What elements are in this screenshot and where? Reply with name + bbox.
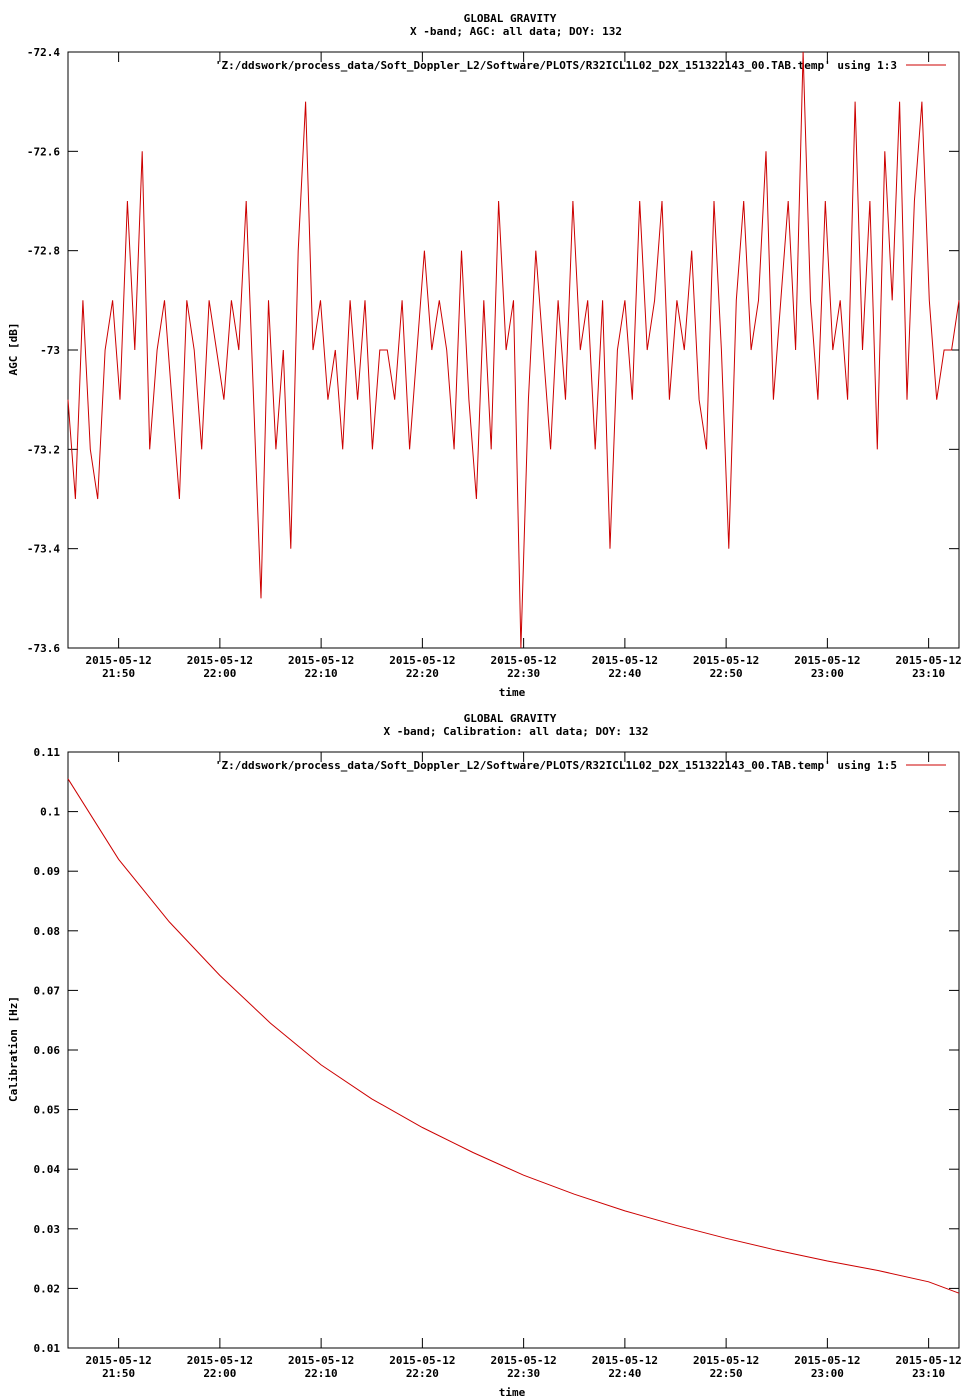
y-tick-label: 0.1	[40, 806, 60, 819]
plot-frame	[67, 751, 960, 1349]
x-tick-time-label: 22:00	[203, 667, 236, 680]
agc-chart: GLOBAL GRAVITY X -band; AGC: all data; D…	[7, 12, 962, 699]
x-tick-time-label: 22:30	[507, 1367, 540, 1380]
y-tick-label: -73.4	[27, 543, 60, 556]
y-tick-label: 0.03	[34, 1223, 61, 1236]
x-tick-date-label: 2015-05-12	[794, 654, 860, 667]
x-tick-time-label: 22:40	[608, 1367, 641, 1380]
x-tick-time-label: 22:30	[507, 667, 540, 680]
x-tick-date-label: 2015-05-12	[491, 1354, 557, 1367]
x-tick-time-label: 23:10	[912, 1367, 945, 1380]
y-tick-label: -73.6	[27, 642, 60, 655]
x-tick-time-label: 23:00	[811, 667, 844, 680]
x-tick-date-label: 2015-05-12	[187, 654, 253, 667]
x-tick-time-label: 22:00	[203, 1367, 236, 1380]
x-tick-date-label: 2015-05-12	[86, 1354, 152, 1367]
x-tick-time-label: 22:50	[710, 1367, 743, 1380]
chart-title: GLOBAL GRAVITY	[464, 12, 557, 25]
x-tick-time-label: 21:50	[102, 667, 135, 680]
x-tick-time-label: 23:10	[912, 667, 945, 680]
calibration-chart: GLOBAL GRAVITY X -band; Calibration: all…	[7, 712, 962, 1399]
x-tick-date-label: 2015-05-12	[86, 654, 152, 667]
y-tick-label: 0.02	[34, 1282, 61, 1295]
x-tick-date-label: 2015-05-12	[896, 1354, 962, 1367]
chart-subtitle: X -band; Calibration: all data; DOY: 132	[384, 725, 649, 738]
legend-label: 'Z:/ddswork/process_data/Soft_Doppler_L2…	[215, 59, 897, 72]
x-tick-time-label: 22:50	[710, 667, 743, 680]
x-axis-label: time	[499, 1386, 526, 1399]
chart-title: GLOBAL GRAVITY	[464, 712, 557, 725]
x-tick-date-label: 2015-05-12	[794, 1354, 860, 1367]
x-tick-time-label: 22:20	[406, 667, 439, 680]
chart-subtitle: X -band; AGC: all data; DOY: 132	[410, 25, 622, 38]
y-tick-label: 0.11	[34, 746, 61, 759]
x-tick-date-label: 2015-05-12	[592, 1354, 658, 1367]
y-tick-label: 0.04	[34, 1163, 61, 1176]
x-tick-date-label: 2015-05-12	[693, 1354, 759, 1367]
y-tick-label: -72.4	[27, 46, 60, 59]
x-axis-label: time	[499, 686, 526, 699]
y-tick-label: 0.06	[34, 1044, 61, 1057]
x-tick-date-label: 2015-05-12	[592, 654, 658, 667]
x-tick-date-label: 2015-05-12	[389, 654, 455, 667]
y-tick-label: -72.6	[27, 145, 60, 158]
x-tick-date-label: 2015-05-12	[693, 654, 759, 667]
y-tick-label: 0.07	[34, 984, 61, 997]
y-tick-label: -72.8	[27, 245, 60, 258]
y-tick-label: 0.01	[34, 1342, 61, 1355]
x-tick-time-label: 22:40	[608, 667, 641, 680]
y-axis-label: Calibration [Hz]	[7, 996, 20, 1102]
x-tick-date-label: 2015-05-12	[288, 1354, 354, 1367]
x-tick-date-label: 2015-05-12	[389, 1354, 455, 1367]
y-tick-label: 0.09	[34, 865, 61, 878]
y-tick-label: -73	[40, 344, 60, 357]
x-tick-date-label: 2015-05-12	[896, 654, 962, 667]
x-tick-date-label: 2015-05-12	[491, 654, 557, 667]
legend-label: 'Z:/ddswork/process_data/Soft_Doppler_L2…	[215, 759, 897, 772]
x-tick-time-label: 23:00	[811, 1367, 844, 1380]
x-tick-time-label: 22:10	[305, 1367, 338, 1380]
x-tick-time-label: 22:10	[305, 667, 338, 680]
series-line	[67, 778, 960, 1294]
y-tick-label: -73.2	[27, 443, 60, 456]
y-tick-label: 0.05	[34, 1104, 61, 1117]
x-tick-time-label: 22:20	[406, 1367, 439, 1380]
x-tick-date-label: 2015-05-12	[187, 1354, 253, 1367]
x-tick-time-label: 21:50	[102, 1367, 135, 1380]
x-tick-date-label: 2015-05-12	[288, 654, 354, 667]
y-tick-label: 0.08	[34, 925, 61, 938]
series-line	[67, 51, 960, 649]
plot-frame	[67, 51, 960, 649]
y-axis-label: AGC [dB]	[7, 323, 20, 376]
